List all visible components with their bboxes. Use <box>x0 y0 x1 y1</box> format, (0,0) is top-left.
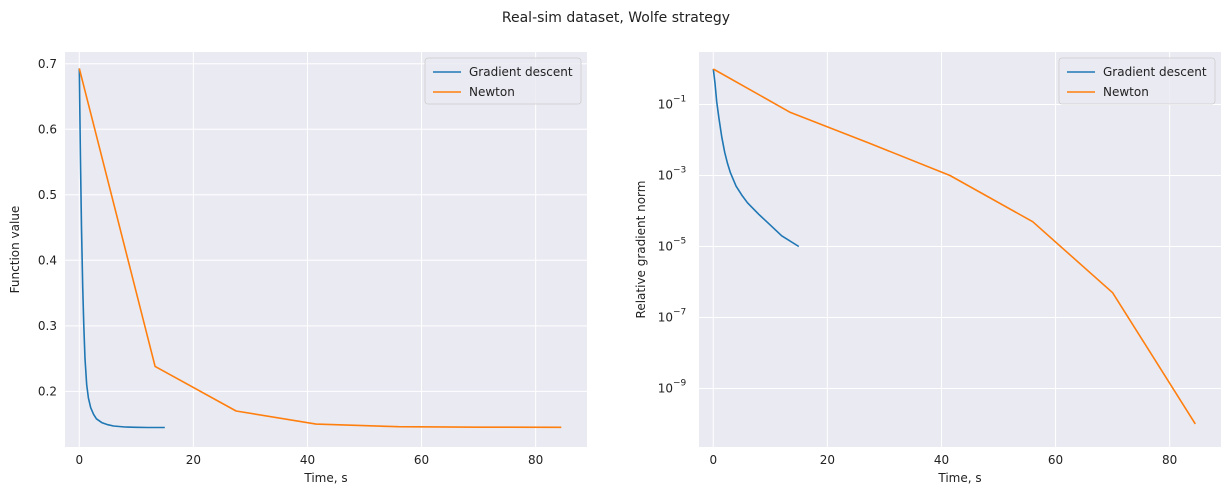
y-tick-exponent: −1 <box>673 95 686 105</box>
y-tick-exponent: −9 <box>673 378 687 388</box>
x-axis-label: Time, s <box>937 471 981 485</box>
x-tick-label: 20 <box>820 453 835 467</box>
legend-label: Gradient descent <box>1103 65 1207 79</box>
series-line-gradient-descent <box>78 68 165 429</box>
y-tick-exponent: −5 <box>673 236 686 246</box>
y-tick-label: 10 <box>658 381 673 395</box>
y-tick-label: 10 <box>658 98 673 112</box>
y-tick-exponent: −3 <box>673 166 686 176</box>
legend <box>1058 57 1216 105</box>
x-tick-label: 80 <box>528 453 543 467</box>
x-axis-label: Time, s <box>303 471 347 485</box>
x-tick-label: 0 <box>709 453 717 467</box>
y-tick-label: 0.2 <box>38 384 57 398</box>
series-line-newton <box>712 68 1196 425</box>
series-line-newton <box>78 68 562 429</box>
y-tick-label: 10 <box>658 239 673 253</box>
series-line-gradient-descent <box>712 68 800 248</box>
x-tick-label: 40 <box>300 453 315 467</box>
legend-label: Newton <box>1103 85 1149 99</box>
y-tick-label: 0.5 <box>38 188 57 202</box>
x-tick-label: 20 <box>186 453 201 467</box>
plot-area <box>699 52 1221 447</box>
legend-label: Newton <box>469 85 515 99</box>
x-tick-label: 40 <box>934 453 949 467</box>
y-tick-label: 10 <box>658 169 673 183</box>
y-tick-label: 0.6 <box>38 122 57 136</box>
y-tick-label: 0.7 <box>38 57 57 71</box>
x-tick-label: 60 <box>1048 453 1063 467</box>
x-tick-label: 60 <box>414 453 429 467</box>
x-tick-label: 0 <box>75 453 83 467</box>
y-tick-label: 0.4 <box>38 253 57 267</box>
y-axis-label: Relative gradient norm <box>634 181 648 319</box>
y-tick-label: 10 <box>658 310 673 324</box>
y-tick-label: 0.3 <box>38 319 57 333</box>
legend <box>424 57 582 105</box>
x-tick-label: 80 <box>1162 453 1177 467</box>
figure-title: Real-sim dataset, Wolfe strategy <box>502 10 730 26</box>
left-chart: 0 20 40 60 80 0.2 0.3 0.4 0.5 0.6 0.7 Time, s Functi… <box>8 52 587 485</box>
legend-label: Gradient descent <box>469 65 573 79</box>
y-tick-exponent: −7 <box>673 307 686 317</box>
y-axis-label: Function value <box>8 206 22 294</box>
plot-area <box>65 52 587 447</box>
